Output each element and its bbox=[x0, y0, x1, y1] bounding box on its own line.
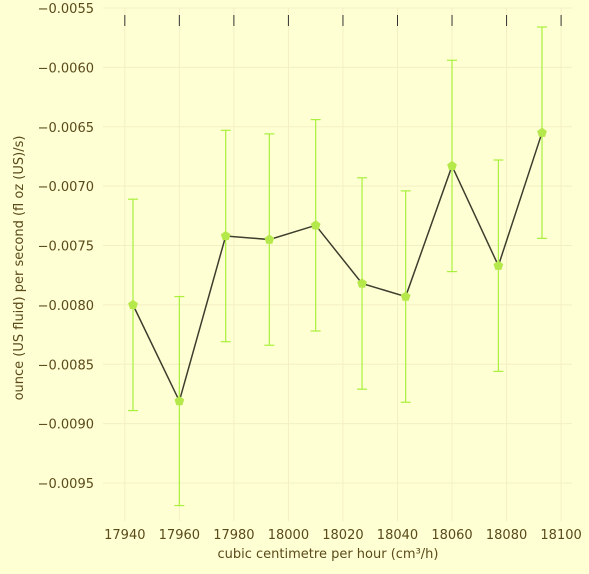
grid bbox=[103, 7, 572, 521]
y-tick-label: −0.0085 bbox=[38, 358, 94, 373]
x-tick-label: 17940 bbox=[104, 528, 145, 543]
data-point bbox=[400, 291, 411, 301]
data-point bbox=[493, 260, 504, 270]
y-tick-label: −0.0075 bbox=[38, 240, 94, 255]
x-tick-label: 18060 bbox=[431, 528, 472, 543]
x-tick-labels: 17940 17960 17980 18000 18020 18040 18060 18080… bbox=[104, 528, 582, 543]
data-markers bbox=[128, 127, 547, 406]
x-tick-label: 18020 bbox=[322, 528, 363, 543]
x-tick-label: 17980 bbox=[213, 528, 254, 543]
y-tick-label: −0.0095 bbox=[38, 477, 94, 492]
x-axis-label: cubic centimetre per hour (cm³/h) bbox=[218, 547, 439, 562]
x-tick-label: 17960 bbox=[159, 528, 200, 543]
y-tick-labels: −0.0055 −0.0060 −0.0065 −0.0070 −0.0075 −0.00… bbox=[38, 2, 94, 492]
y-axis-label: ounce (US fluid) per second (fl oz (US)/… bbox=[12, 136, 27, 401]
data-point bbox=[220, 230, 231, 241]
data-point bbox=[357, 278, 367, 288]
x-tick-label: 18040 bbox=[377, 528, 418, 543]
x-tick-label: 18000 bbox=[268, 528, 309, 543]
y-tick-label: −0.0065 bbox=[38, 121, 94, 136]
series-line bbox=[132, 132, 543, 404]
data-point bbox=[174, 395, 185, 406]
y-tick-label: −0.0080 bbox=[38, 299, 94, 314]
data-point bbox=[264, 234, 275, 244]
y-tick-label: −0.0060 bbox=[38, 61, 94, 76]
y-tick-label: −0.0090 bbox=[38, 418, 94, 433]
y-tick-label: −0.0055 bbox=[38, 2, 94, 17]
data-point bbox=[447, 160, 457, 171]
y-tick-label: −0.0070 bbox=[38, 180, 94, 195]
data-point bbox=[537, 127, 547, 137]
data-point bbox=[310, 220, 321, 230]
x-tick-label: 18100 bbox=[540, 528, 581, 543]
error-bars bbox=[127, 26, 548, 507]
data-point bbox=[128, 299, 138, 310]
x-tick-label: 18080 bbox=[486, 528, 527, 543]
axis-ticks bbox=[124, 15, 562, 26]
